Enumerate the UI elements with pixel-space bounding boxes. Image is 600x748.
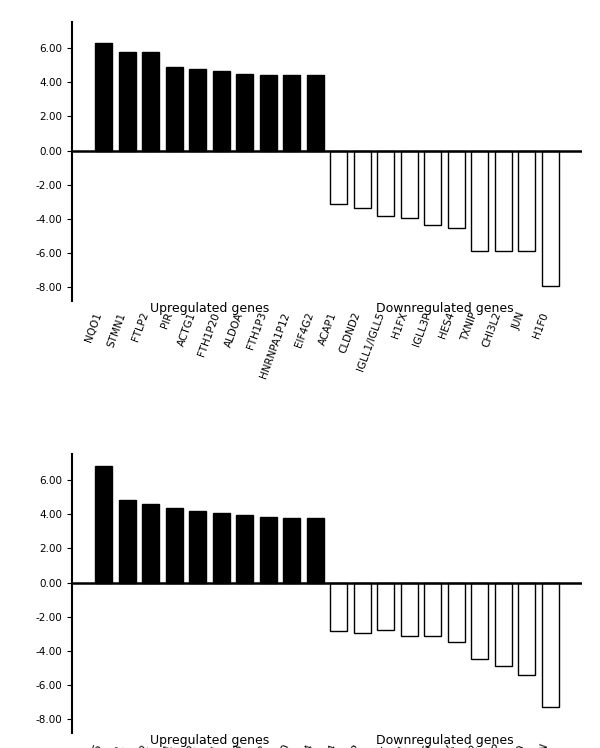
Bar — [330, 583, 347, 631]
Bar — [495, 583, 512, 666]
Bar — [518, 583, 535, 675]
Text: Downregulated genes: Downregulated genes — [376, 302, 514, 315]
Bar — [401, 583, 418, 636]
Bar — [119, 52, 136, 150]
Bar — [236, 74, 253, 150]
Text: Upregulated genes: Upregulated genes — [150, 302, 269, 315]
Bar — [448, 150, 465, 227]
Bar — [542, 150, 559, 286]
Bar — [283, 518, 300, 583]
Bar — [495, 150, 512, 251]
Bar — [189, 70, 206, 150]
Bar — [142, 504, 159, 583]
Bar — [448, 583, 465, 643]
Bar — [377, 583, 394, 630]
Bar — [166, 508, 182, 583]
Bar — [260, 518, 277, 583]
Bar — [213, 71, 230, 150]
Bar — [260, 75, 277, 150]
Bar — [330, 150, 347, 203]
Bar — [307, 518, 324, 583]
Bar — [95, 43, 112, 150]
Bar — [518, 150, 535, 251]
Bar — [166, 67, 182, 150]
Bar — [95, 466, 112, 583]
Bar — [377, 150, 394, 216]
Bar — [142, 52, 159, 150]
Bar — [307, 76, 324, 150]
Bar — [283, 75, 300, 150]
Bar — [213, 512, 230, 583]
Bar — [401, 150, 418, 218]
Bar — [236, 515, 253, 583]
Bar — [424, 583, 441, 637]
Text: Upregulated genes: Upregulated genes — [150, 734, 269, 747]
Bar — [472, 150, 488, 251]
Bar — [119, 500, 136, 583]
Text: Downregulated genes: Downregulated genes — [376, 734, 514, 747]
Bar — [189, 511, 206, 583]
Bar — [542, 583, 559, 708]
Bar — [354, 150, 371, 208]
Bar — [424, 150, 441, 225]
Bar — [354, 583, 371, 633]
Bar — [472, 583, 488, 659]
